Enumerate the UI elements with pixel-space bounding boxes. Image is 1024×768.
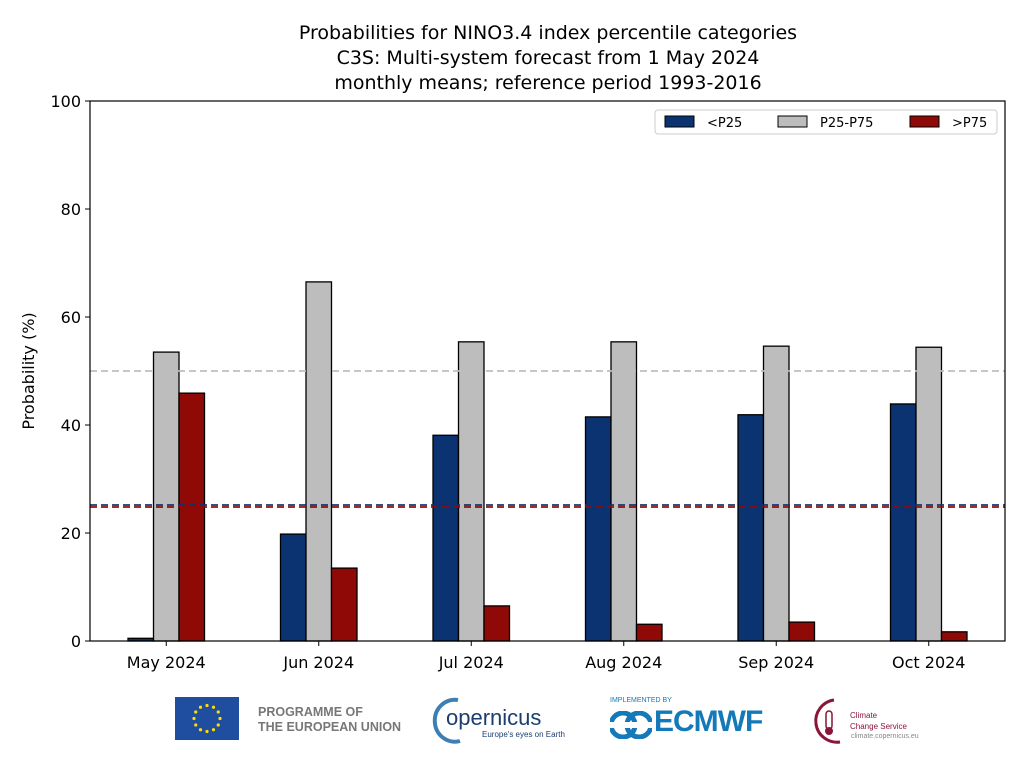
bar-p25-p75	[305, 281, 333, 642]
c3s-line-2: Change Service	[850, 722, 907, 731]
eu-line-1: PROGRAMME OF	[258, 705, 363, 719]
copernicus-logo-arc	[432, 697, 461, 744]
x-tick-label: Aug 2024	[585, 653, 662, 672]
bar-p25-p75	[152, 351, 180, 642]
implemented-by-label: IMPLEMENTED BY	[610, 697, 672, 704]
eu-star-icon	[194, 723, 198, 727]
legend-label: <P25	[707, 116, 742, 131]
eu-programme-text: PROGRAMME OF THE EUROPEAN UNION	[258, 705, 401, 735]
bar-below-p25	[737, 414, 765, 642]
x-tick-label: Sep 2024	[738, 653, 814, 672]
eu-star-icon	[205, 729, 209, 734]
legend-label: P25-P75	[820, 116, 873, 131]
legend-label: >P75	[952, 116, 987, 131]
x-tick-label: Jul 2024	[438, 653, 504, 672]
y-tick-label: 100	[50, 92, 81, 111]
bar-above-p75	[788, 621, 816, 642]
bar-above-p75	[635, 623, 663, 642]
copernicus-logo-text: opernicus	[446, 705, 542, 730]
x-tick-label: Oct 2024	[892, 653, 965, 672]
x-tick-label: May 2024	[127, 653, 206, 672]
eu-star-icon	[216, 723, 220, 727]
y-tick-label: 20	[61, 524, 81, 543]
bar-below-p25	[432, 434, 460, 642]
bar-below-p25	[889, 403, 917, 642]
eu-line-2: THE EUROPEAN UNION	[258, 720, 402, 734]
chart-title-line-1: Probabilities for NINO3.4 index percenti…	[298, 22, 798, 44]
bar-below-p25	[279, 533, 307, 642]
copernicus-tagline: Europe's eyes on Earth	[482, 730, 565, 739]
bar-p25-p75	[457, 341, 485, 642]
chart-title-line-3: monthly means; reference period 1993-201…	[334, 72, 762, 94]
y-axis-label: Probability (%)	[19, 312, 38, 429]
bar-below-p25	[584, 416, 612, 642]
y-tick-label: 40	[61, 416, 81, 435]
legend-swatch	[664, 115, 695, 128]
bar-p25-p75	[610, 341, 638, 642]
climate-change-service-logo-icon	[814, 698, 841, 744]
climate-copernicus-url: climate.copernicus.eu	[851, 733, 919, 740]
climate-change-service-text: Climate Change Service	[850, 710, 907, 732]
eu-star-icon	[211, 705, 216, 709]
legend-swatch	[777, 115, 808, 128]
chart-title-line-2: C3S: Multi-system forecast from 1 May 20…	[336, 47, 760, 69]
bar-p25-p75	[762, 345, 790, 642]
x-tick-label: Jun 2024	[282, 653, 354, 672]
bar-above-p75	[330, 567, 358, 642]
eu-star-icon	[192, 716, 196, 721]
eu-flag-logo	[175, 697, 239, 740]
eu-star-icon	[216, 710, 220, 714]
eu-star-icon	[205, 703, 209, 708]
plot-frame	[89, 100, 1006, 642]
bar-above-p75	[940, 631, 968, 642]
ecmwf-logo-text: ECMWF	[654, 705, 763, 738]
eu-star-icon	[198, 705, 203, 709]
eu-star-icon	[218, 716, 222, 721]
bar-p25-p75	[915, 346, 943, 642]
legend-swatch	[909, 115, 940, 128]
ecmwf-logo-icon	[610, 711, 652, 739]
bar-above-p75	[483, 605, 511, 642]
eu-star-icon	[211, 728, 216, 732]
bar-chart: Probability (%) 0 20 40 60 80 100 May 2024 Jun …	[19, 92, 1006, 672]
y-tick-label: 0	[71, 632, 81, 651]
bar-above-p75	[178, 392, 206, 642]
y-tick-label: 80	[61, 200, 81, 219]
legend: <P25 P25-P75 >P75	[654, 109, 998, 135]
eu-star-icon	[194, 710, 198, 714]
eu-star-icon	[198, 728, 203, 732]
c3s-line-1: Climate	[850, 711, 878, 720]
y-tick-label: 60	[61, 308, 81, 327]
